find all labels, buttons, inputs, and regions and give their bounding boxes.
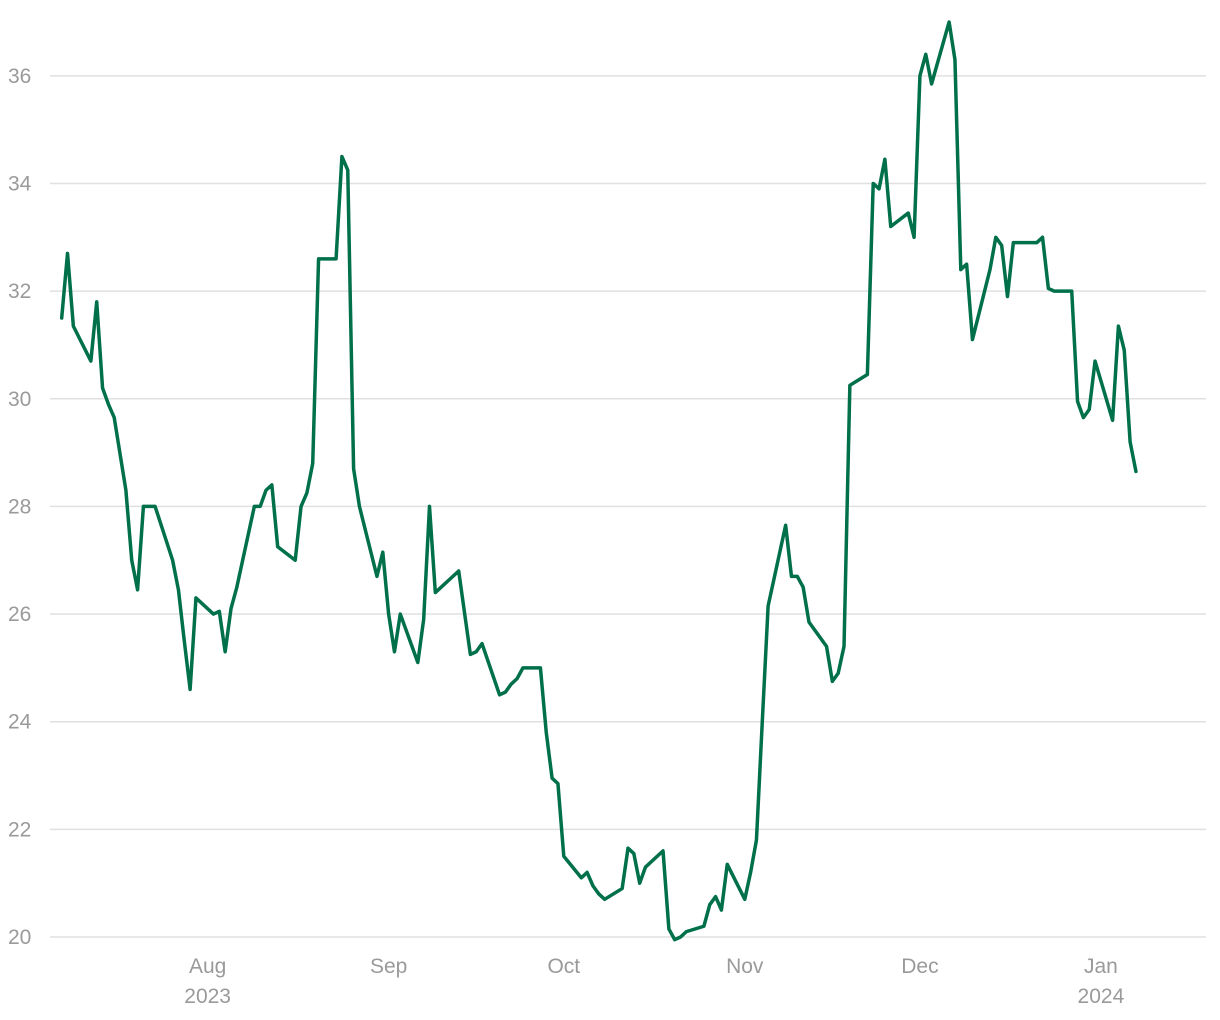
x-axis: Aug 2023 Sep Oct Nov Dec Jan 2024	[184, 955, 1124, 1008]
x-tick-year-label: 2024	[1078, 985, 1125, 1008]
y-tick-label: 34	[8, 172, 32, 195]
y-tick-label: 28	[8, 495, 31, 518]
series-line	[59, 20, 1138, 942]
x-tick-label: Dec	[901, 955, 938, 978]
y-tick-label: 24	[8, 711, 32, 734]
y-axis: 20 22 24 26 28 30 32 34 36	[8, 65, 32, 949]
x-tick-year-label: 2023	[184, 985, 231, 1008]
gridlines	[50, 75, 1206, 938]
y-tick-label: 26	[8, 603, 31, 626]
x-tick-label: Nov	[726, 955, 764, 978]
x-tick-label: Jan	[1084, 955, 1118, 978]
plot-area	[59, 20, 1138, 942]
y-tick-label: 22	[8, 818, 31, 841]
y-tick-label: 32	[8, 280, 31, 303]
y-tick-label: 36	[8, 65, 31, 88]
x-tick-label: Aug	[189, 955, 226, 978]
x-tick-label: Oct	[547, 955, 580, 978]
y-tick-label: 20	[8, 926, 31, 949]
x-tick-label: Sep	[370, 955, 407, 978]
y-tick-label: 30	[8, 388, 31, 411]
